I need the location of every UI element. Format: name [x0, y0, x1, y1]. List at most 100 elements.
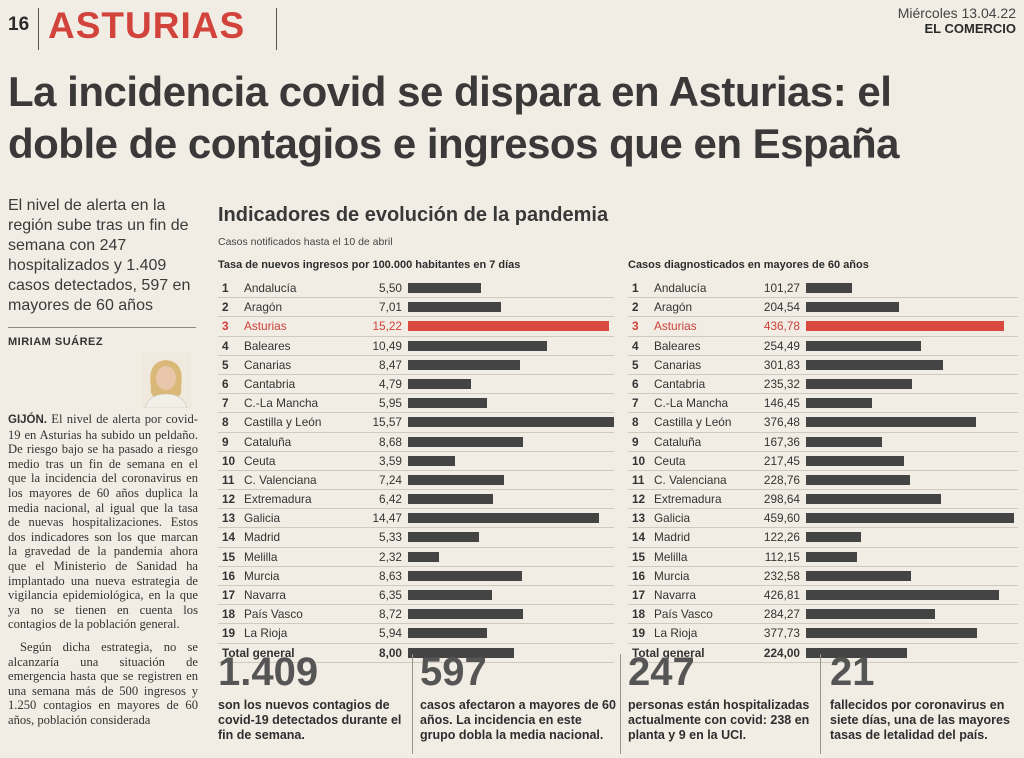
row-number: 18 [632, 607, 646, 622]
table-row: 4 Baleares 10,49 [218, 337, 614, 356]
region-label: La Rioja [244, 626, 288, 641]
region-label: Canarias [654, 357, 702, 372]
value-label: 5,94 [379, 626, 402, 641]
table-row: 2 Aragón 204,54 [628, 298, 1018, 318]
region-label: Navarra [244, 588, 286, 602]
author-avatar [141, 352, 191, 408]
value-label: 8,47 [379, 357, 402, 372]
row-number: 14 [222, 530, 236, 545]
value-label: 2,32 [379, 549, 402, 564]
value-label: 459,60 [763, 511, 800, 526]
row-number: 15 [632, 549, 646, 564]
header-divider [276, 8, 277, 50]
region-label: Madrid [244, 530, 281, 545]
table-row: 9 Cataluña 8,68 [218, 433, 614, 452]
bar-mark [806, 513, 1014, 524]
row-number: 7 [222, 396, 229, 411]
value-label: 15,57 [372, 415, 402, 430]
value-label: 167,36 [763, 434, 800, 449]
value-label: 5,95 [379, 396, 402, 411]
table-row: 9 Cataluña 167,36 [628, 433, 1018, 452]
value-label: 8,68 [379, 434, 402, 449]
row-number: 17 [632, 588, 646, 602]
header-divider [38, 8, 39, 50]
region-label: Navarra [654, 588, 696, 602]
table-row: 12 Extremadura 298,64 [628, 490, 1018, 510]
bar-mark [806, 302, 899, 313]
value-label: 224,00 [763, 645, 800, 660]
bar-mark [408, 283, 481, 293]
value-label: 4,79 [379, 376, 402, 391]
row-number: 11 [222, 472, 235, 487]
table-row: 18 País Vasco 8,72 [218, 605, 614, 625]
row-number: 11 [632, 472, 645, 487]
region-label: Extremadura [654, 492, 722, 507]
infographic-subtitle: Casos notificados hasta el 10 de abril [218, 236, 393, 248]
table-row: 10 Ceuta 217,45 [628, 452, 1018, 471]
bar-mark [408, 340, 547, 351]
region-label: Galicia [654, 511, 691, 526]
region-label: Galicia [244, 511, 281, 526]
value-label: 15,22 [372, 319, 402, 334]
stat-caption: fallecidos por coronavirus en siete días… [830, 698, 1010, 742]
page-number: 16 [8, 14, 30, 35]
article-body: GIJÓN. El nivel de alerta por covid-19 e… [8, 412, 198, 735]
bar-mark [408, 359, 520, 370]
bar-mark [408, 321, 609, 332]
bar-mark [806, 570, 911, 581]
row-number: 9 [222, 434, 229, 449]
table-row: 7 C.-La Mancha 146,45 [628, 394, 1018, 414]
region-label: País Vasco [654, 607, 713, 622]
region-label: Madrid [654, 530, 691, 545]
region-label: Andalucía [244, 281, 297, 295]
region-label: C.-La Mancha [244, 396, 319, 411]
stat-number: 21 [830, 650, 875, 694]
row-number: 9 [632, 434, 639, 449]
bar-mark [806, 378, 912, 389]
stat-block-mayores: 597 casos afectaron a mayores de 60 años… [420, 650, 616, 758]
row-number: 8 [222, 415, 229, 430]
region-label: Cataluña [654, 434, 702, 449]
total-row: Total general 224,00 [628, 644, 1018, 663]
bar-mark [408, 609, 523, 620]
row-number: 16 [222, 568, 236, 583]
table-row: 13 Galicia 14,47 [218, 509, 614, 529]
table-row: 19 La Rioja 5,94 [218, 624, 614, 644]
bar-mark [806, 283, 852, 293]
value-label: 8,72 [379, 607, 402, 622]
table-row: 15 Melilla 2,32 [218, 548, 614, 567]
dateline: GIJÓN. [8, 414, 47, 426]
table-row: 5 Canarias 301,83 [628, 356, 1018, 375]
row-number: 6 [632, 376, 639, 391]
table-row: 3 Asturias 436,78 [628, 317, 1018, 337]
table-row: 16 Murcia 232,58 [628, 567, 1018, 586]
bar-mark [408, 436, 523, 447]
row-number: 13 [222, 511, 236, 526]
subheadline: El nivel de alerta en la región sube tra… [8, 197, 191, 314]
bar-mark [408, 398, 487, 409]
bar-mark [806, 609, 935, 620]
newspaper-name: EL COMERCIO [924, 21, 1017, 36]
region-label: Cataluña [244, 434, 292, 449]
value-label: 228,76 [763, 472, 800, 487]
region-label: Cantabria [244, 376, 296, 391]
stat-block-hospitalizados: 247 personas están hospitalizadas actual… [628, 650, 816, 758]
bar-mark [408, 590, 492, 600]
bar-mark [806, 417, 976, 428]
table-row: 3 Asturias 15,22 [218, 317, 614, 337]
bar-mark [408, 302, 501, 313]
row-number: 4 [632, 338, 639, 353]
issue-date: Miércoles 13.04.22 [897, 5, 1016, 21]
bar-mark [408, 532, 479, 543]
stat-caption: personas están hospitalizadas actualment… [628, 698, 810, 742]
region-label: Murcia [654, 568, 690, 583]
row-number: 6 [222, 376, 229, 391]
table-row: 13 Galicia 459,60 [628, 509, 1018, 529]
table-row: 8 Castilla y León 15,57 [218, 413, 614, 433]
row-number: 17 [222, 588, 236, 602]
stat-number: 247 [628, 650, 695, 694]
bar-mark [806, 474, 910, 485]
bar-mark [408, 647, 514, 658]
stat-divider [412, 654, 413, 754]
bar-mark [806, 647, 907, 658]
